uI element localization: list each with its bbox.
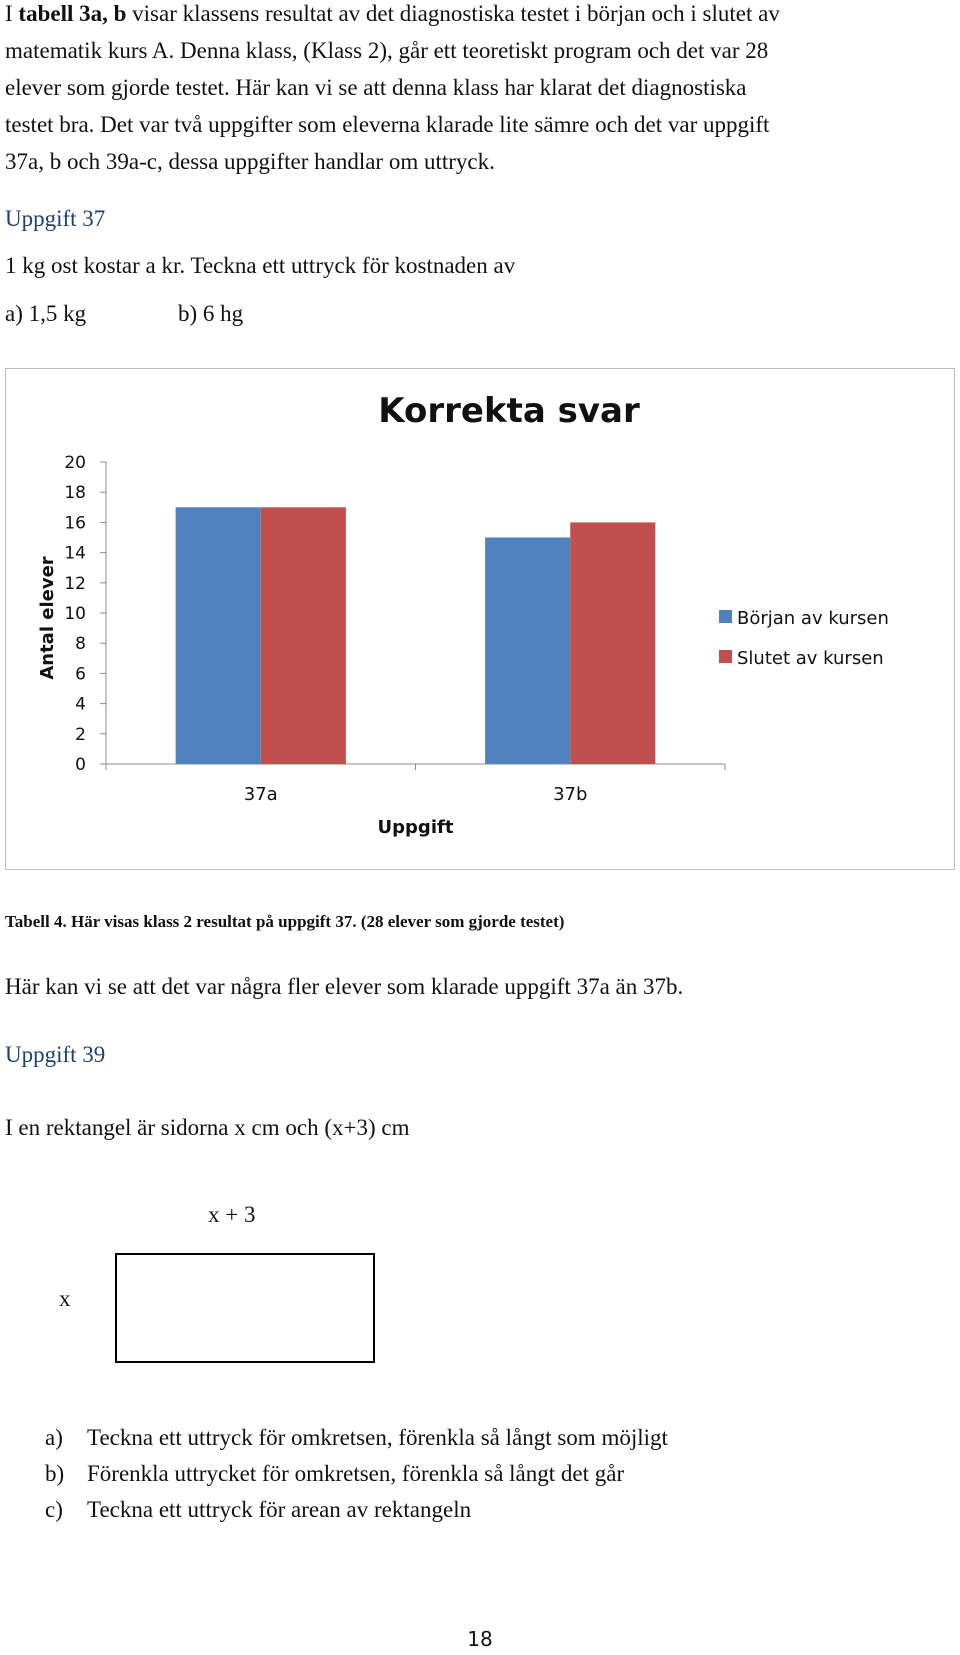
intro-line-3: elever som gjorde testet. Här kan vi se … [5,75,747,100]
task-39-item-a: a) Teckna ett uttryck för omkretsen, före… [45,1425,668,1450]
bar-37a-slutet [260,507,346,764]
task-39-prompt: I en rektangel är sidorna x cm och (x+3)… [5,1115,410,1140]
rectangle-top-label: x + 3 [208,1202,256,1227]
chart-frame: Korrekta svar 0 2 4 6 8 10 12 14 16 18 20 37a 37b Uppg… [5,368,955,870]
task-39-item-b: b) Förenkla uttrycket för omkretsen, före… [45,1461,625,1486]
y-tick-label: 8 [75,634,86,654]
chart-title: Korrekta svar [378,391,640,431]
y-axis-label: Antal elever [37,556,58,679]
y-tick-label: 12 [64,574,86,594]
chart-comment: Här kan vi se att det var några fler ele… [5,974,684,999]
legend-swatch-borjan [719,610,732,623]
legend-swatch-slutet [719,650,732,663]
y-tick-label: 4 [75,695,86,715]
rectangle-figure [115,1253,375,1363]
page-number: 18 [467,1627,493,1651]
x-tick-label: 37b [553,784,587,805]
y-tick-label: 16 [64,513,86,533]
table-reference: tabell 3a, b [18,1,127,26]
intro-line-5: 37a, b och 39a-c, dessa uppgifter handla… [5,149,495,174]
y-tick-label: 20 [64,453,86,473]
bar-chart: Korrekta svar 0 2 4 6 8 10 12 14 16 18 20 37a 37b Uppg… [37,391,889,838]
bar-37b-slutet [570,522,656,764]
y-tick-label: 6 [75,664,86,684]
legend-label-borjan: Början av kursen [737,608,889,629]
y-tick-label: 18 [64,483,86,503]
intro-line-1: I tabell 3a, b visar klassens resultat a… [5,1,780,26]
task-37-part-b: b) 6 hg [178,301,244,326]
x-tick-label: 37a [244,784,278,805]
intro-line-2: matematik kurs A. Denna klass, (Klass 2)… [5,38,769,63]
task-37-part-a: a) 1,5 kg [5,301,87,326]
intro-line-4: testet bra. Det var två uppgifter som el… [5,112,770,137]
task-37-heading: Uppgift 37 [5,206,106,231]
bar-37a-borjan [175,507,261,764]
task-37-prompt: 1 kg ost kostar a kr. Teckna ett uttryck… [5,253,516,278]
chart-caption: Tabell 4. Här visas klass 2 resultat på … [5,912,565,931]
y-tick-label: 10 [64,604,86,624]
y-tick-label: 2 [75,725,86,745]
y-tick-label: 0 [75,755,86,775]
y-tick-label: 14 [64,544,86,564]
task-39-item-c: c) Teckna ett uttryck för arean av rektan… [45,1497,472,1522]
x-axis-label: Uppgift [378,817,454,838]
task-39-heading: Uppgift 39 [5,1042,106,1067]
legend-label-slutet: Slutet av kursen [737,648,884,669]
bar-37b-borjan [485,537,571,764]
rectangle-side-label: x [59,1286,71,1311]
